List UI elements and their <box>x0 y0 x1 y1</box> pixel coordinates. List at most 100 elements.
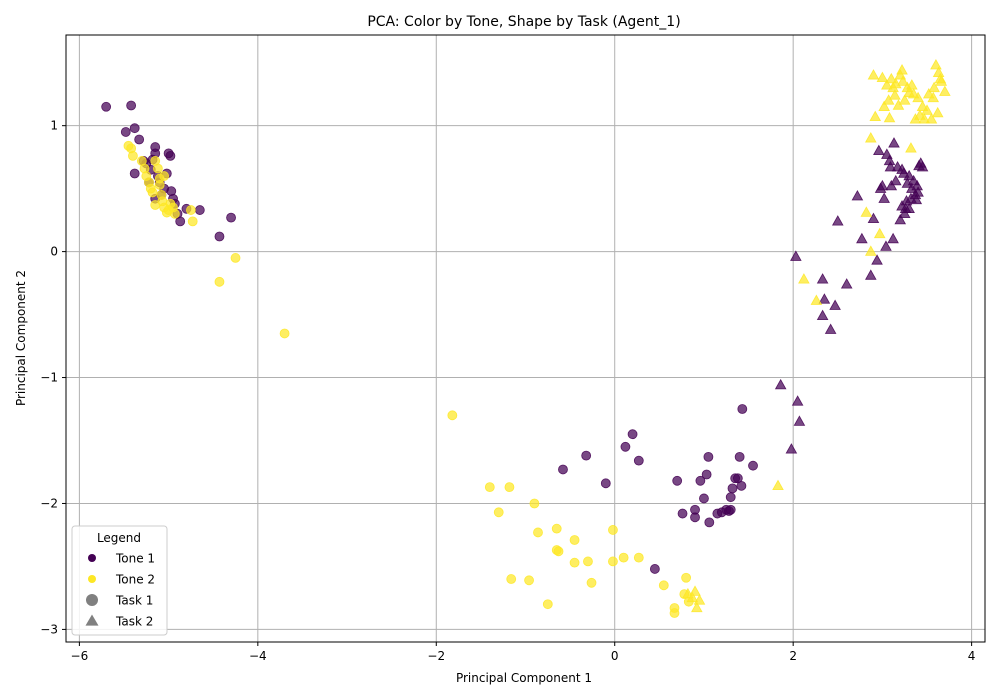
x-axis-label: Principal Component 1 <box>456 671 592 685</box>
data-points <box>101 59 951 618</box>
data-point-tone2-task1 <box>128 150 138 161</box>
data-point-tone2-task2 <box>873 227 886 239</box>
data-point-tone1-task1 <box>165 150 176 161</box>
data-point-tone1-task2 <box>774 378 787 390</box>
data-point-tone2-task2 <box>869 110 882 122</box>
legend-entry: Task 1 <box>86 594 153 608</box>
data-point-tone2-task1 <box>214 276 225 287</box>
legend-label: Task 2 <box>115 615 153 629</box>
data-point-tone1-task1 <box>633 455 644 466</box>
data-point-tone2-task2 <box>889 89 901 100</box>
data-point-tone2-task2 <box>772 479 784 491</box>
data-point-tone1-task1 <box>690 512 700 523</box>
data-point-tone1-task1 <box>175 216 186 227</box>
data-point-tone1-task1 <box>600 478 611 489</box>
data-point-tone2-task2 <box>927 91 940 103</box>
data-point-tone2-task1 <box>681 572 692 583</box>
data-point-tone2-task1 <box>633 552 644 563</box>
data-point-tone2-task2 <box>912 91 924 103</box>
data-point-tone2-task2 <box>798 273 810 284</box>
data-point-tone2-task2 <box>693 594 706 605</box>
data-point-tone1-task1 <box>101 101 112 112</box>
data-point-tone2-task1 <box>154 179 165 190</box>
data-point-tone1-task1 <box>748 460 758 471</box>
data-point-tone2-task2 <box>928 81 940 93</box>
data-point-tone2-task2 <box>864 132 877 143</box>
data-point-tone1-task2 <box>916 161 929 172</box>
legend-title: Legend <box>97 531 141 545</box>
data-point-tone2-task1 <box>147 187 158 198</box>
plot-frame <box>65 34 986 643</box>
legend-entries: Tone 1 Tone 2 Task 1 Task 2 <box>85 552 155 629</box>
data-point-tone1-task2 <box>785 443 798 454</box>
data-point-tone1-task1 <box>214 231 225 242</box>
data-point-tone2-task1 <box>493 507 504 518</box>
y-tick-label: −3 <box>40 622 58 636</box>
data-point-tone1-task2 <box>871 254 883 265</box>
data-point-tone1-task2 <box>829 299 841 310</box>
legend-label: Tone 1 <box>115 552 155 566</box>
y-axis-label: Principal Component 2 <box>14 270 28 406</box>
data-point-tone1-task2 <box>867 212 880 224</box>
data-point-tone2-task2 <box>921 104 933 115</box>
data-point-tone1-task2 <box>888 137 900 148</box>
data-point-tone1-task1 <box>736 480 747 491</box>
data-point-tone1-task2 <box>894 213 907 225</box>
data-point-tone1-task2 <box>898 207 911 219</box>
chart-title: PCA: Color by Tone, Shape by Task (Agent… <box>367 14 680 30</box>
legend: Legend Tone 1 Tone 2 Task 1 Task 2 <box>71 525 168 636</box>
data-point-tone2-task2 <box>905 142 917 153</box>
data-point-tone1-task1 <box>703 451 714 462</box>
x-tick-label: 2 <box>789 649 797 663</box>
data-point-tone1-task2 <box>824 323 837 334</box>
data-point-tone1-task1 <box>620 441 631 452</box>
data-point-tone1-task1 <box>725 504 736 515</box>
data-point-tone1-task1 <box>734 451 745 462</box>
data-point-tone1-task1 <box>581 450 592 461</box>
data-point-tone1-task2 <box>831 215 844 226</box>
data-point-tone2-task2 <box>935 75 948 86</box>
data-point-tone2-task1 <box>551 523 562 534</box>
data-point-tone2-task1 <box>583 556 593 567</box>
x-tick-label: 0 <box>611 649 619 663</box>
data-point-tone1-task2 <box>856 232 868 244</box>
data-point-tone1-task2 <box>818 293 831 304</box>
data-point-tone1-task1 <box>627 429 638 440</box>
legend-label: Task 1 <box>115 594 153 608</box>
data-point-tone1-task1 <box>226 212 236 223</box>
x-tick-label: −4 <box>249 649 267 663</box>
grid-lines <box>66 35 985 642</box>
data-point-tone2-task1 <box>608 556 618 567</box>
data-point-tone2-task2 <box>925 113 938 124</box>
data-point-tone2-task1 <box>150 200 161 210</box>
data-point-tone2-task2 <box>876 71 889 82</box>
data-point-tone1-task1 <box>649 564 660 574</box>
axis-ticks: −6 −4 −2 0 2 4 −3 −2 −1 0 1 <box>40 119 975 663</box>
data-point-tone2-task1 <box>618 552 629 563</box>
data-point-tone1-task1 <box>677 508 688 519</box>
data-point-tone2-task1 <box>569 557 580 568</box>
x-tick-label: 4 <box>968 649 976 663</box>
data-point-tone1-task2 <box>873 144 885 156</box>
data-point-tone1-task2 <box>793 415 806 426</box>
data-point-tone2-task1 <box>504 482 515 493</box>
y-tick-label: 0 <box>50 245 58 259</box>
data-point-tone1-task2 <box>912 186 924 197</box>
data-point-tone2-task2 <box>690 601 703 613</box>
data-point-tone1-task2 <box>840 278 853 289</box>
data-point-tone1-task1 <box>194 205 205 215</box>
data-point-tone2-task2 <box>881 79 893 90</box>
data-point-tone2-task2 <box>931 106 944 118</box>
data-point-tone1-task1 <box>672 475 683 486</box>
legend-box <box>71 525 168 636</box>
data-point-tone2-task1 <box>159 171 170 181</box>
data-point-tone1-task2 <box>903 202 915 213</box>
data-point-tone2-task2 <box>930 59 942 70</box>
data-point-tone2-task2 <box>896 64 908 75</box>
data-point-tone2-task1 <box>553 546 564 557</box>
data-point-tone1-task1 <box>699 493 709 504</box>
data-point-tone2-task2 <box>918 113 931 124</box>
data-point-tone1-task2 <box>816 273 829 284</box>
data-point-tone2-task2 <box>867 69 880 80</box>
